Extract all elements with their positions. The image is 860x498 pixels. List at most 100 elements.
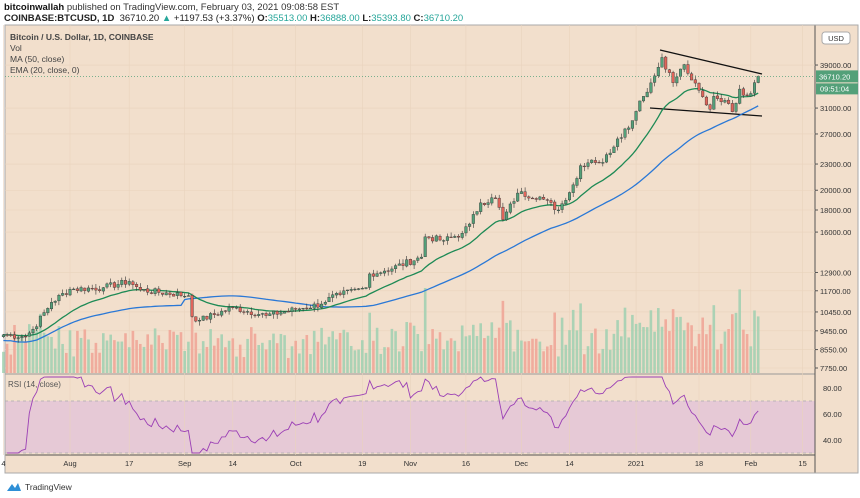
trendline-upper bbox=[659, 49, 763, 75]
candle bbox=[205, 315, 209, 321]
volume-bar bbox=[479, 323, 482, 373]
candle-body bbox=[468, 223, 472, 227]
volume-bar bbox=[627, 337, 630, 373]
legend-rsi[interactable]: RSI (14, close) bbox=[8, 380, 61, 389]
volume-bar bbox=[634, 323, 638, 373]
candle bbox=[590, 159, 594, 164]
volume-bar bbox=[320, 327, 323, 373]
candle-body bbox=[560, 203, 564, 210]
candle-body bbox=[120, 279, 124, 285]
volume-bar bbox=[564, 344, 568, 373]
candle-body bbox=[309, 307, 313, 310]
volume-bar bbox=[527, 341, 531, 373]
volume-bar bbox=[420, 351, 423, 373]
candle bbox=[375, 270, 379, 278]
volume-bar bbox=[605, 329, 608, 373]
candle bbox=[664, 55, 668, 73]
volume-bar bbox=[142, 346, 146, 373]
volume-bar bbox=[546, 346, 549, 373]
candle-body bbox=[741, 88, 745, 96]
candle bbox=[727, 97, 731, 105]
candle-body bbox=[153, 288, 157, 294]
volume-bar bbox=[113, 340, 116, 373]
candle-body bbox=[408, 259, 412, 265]
candle bbox=[508, 201, 512, 215]
candle bbox=[1, 333, 5, 339]
volume-bar bbox=[383, 347, 386, 373]
candle bbox=[642, 96, 646, 103]
candle-body bbox=[83, 287, 87, 291]
candle-body bbox=[227, 307, 231, 312]
candle bbox=[427, 236, 431, 240]
legend-ma[interactable]: MA (50, close) bbox=[10, 54, 65, 64]
volume-bar bbox=[42, 332, 46, 373]
candle-body bbox=[756, 76, 760, 83]
candle bbox=[475, 211, 479, 216]
candle-body bbox=[549, 200, 553, 203]
candle-body bbox=[753, 82, 757, 94]
volume-bar bbox=[335, 339, 338, 373]
candle-body bbox=[305, 307, 309, 309]
candle-body bbox=[579, 165, 583, 180]
candle bbox=[83, 287, 87, 295]
candle-body bbox=[27, 332, 31, 337]
time-tick-label: Feb bbox=[744, 459, 757, 468]
candle bbox=[464, 223, 468, 237]
volume-bar bbox=[357, 349, 360, 373]
candle-body bbox=[98, 289, 102, 291]
candle-body bbox=[157, 288, 161, 293]
candle bbox=[408, 258, 412, 266]
volume-bar bbox=[516, 329, 519, 373]
volume-bar bbox=[653, 331, 656, 373]
time-tick-label: Dec bbox=[515, 459, 529, 468]
candle-body bbox=[5, 334, 9, 336]
volume-bar bbox=[102, 333, 105, 373]
candle-body bbox=[716, 95, 720, 99]
legend-vol[interactable]: Vol bbox=[10, 43, 22, 53]
volume-bar bbox=[594, 328, 597, 373]
volume-bar bbox=[542, 351, 545, 373]
candle-body bbox=[745, 94, 749, 96]
time-tick-label: 18 bbox=[695, 459, 703, 468]
legend-ema[interactable]: EMA (20, close, 0) bbox=[10, 65, 80, 75]
volume-bar bbox=[701, 317, 704, 373]
candle bbox=[246, 309, 250, 316]
volume-bar bbox=[246, 338, 249, 373]
volume-bar bbox=[731, 314, 734, 373]
candle-body bbox=[316, 303, 320, 308]
candle bbox=[75, 286, 79, 294]
candle bbox=[371, 269, 375, 281]
volume-bar bbox=[65, 352, 68, 373]
volume-bar bbox=[716, 349, 719, 373]
candle bbox=[368, 272, 372, 290]
candle bbox=[445, 233, 449, 245]
candle bbox=[383, 268, 387, 277]
volume-bar bbox=[20, 335, 24, 373]
volume-bar bbox=[697, 333, 701, 373]
volume-bar bbox=[161, 342, 164, 373]
candle-body bbox=[38, 315, 42, 327]
candle-body bbox=[490, 197, 494, 204]
volume-bar bbox=[305, 334, 309, 373]
candle-body bbox=[612, 146, 616, 153]
open-value: 35513.00 bbox=[267, 13, 308, 24]
candle bbox=[653, 73, 657, 87]
volume-bar bbox=[708, 324, 712, 373]
candle bbox=[649, 78, 653, 95]
author[interactable]: bitcoinwallah bbox=[4, 2, 65, 13]
candle bbox=[27, 330, 31, 337]
price-tick-label: 23000.00 bbox=[820, 160, 851, 169]
candle-body bbox=[727, 99, 731, 104]
candle-body bbox=[183, 295, 187, 298]
candle bbox=[290, 306, 294, 317]
candle bbox=[364, 287, 368, 290]
volume-bar bbox=[645, 327, 649, 373]
volume-bar bbox=[16, 335, 20, 373]
open-label: O: bbox=[257, 13, 268, 24]
volume-bar bbox=[139, 343, 142, 373]
candle-body bbox=[642, 96, 646, 102]
candle bbox=[741, 86, 745, 98]
candle bbox=[197, 317, 201, 326]
volume-bar bbox=[194, 332, 198, 373]
